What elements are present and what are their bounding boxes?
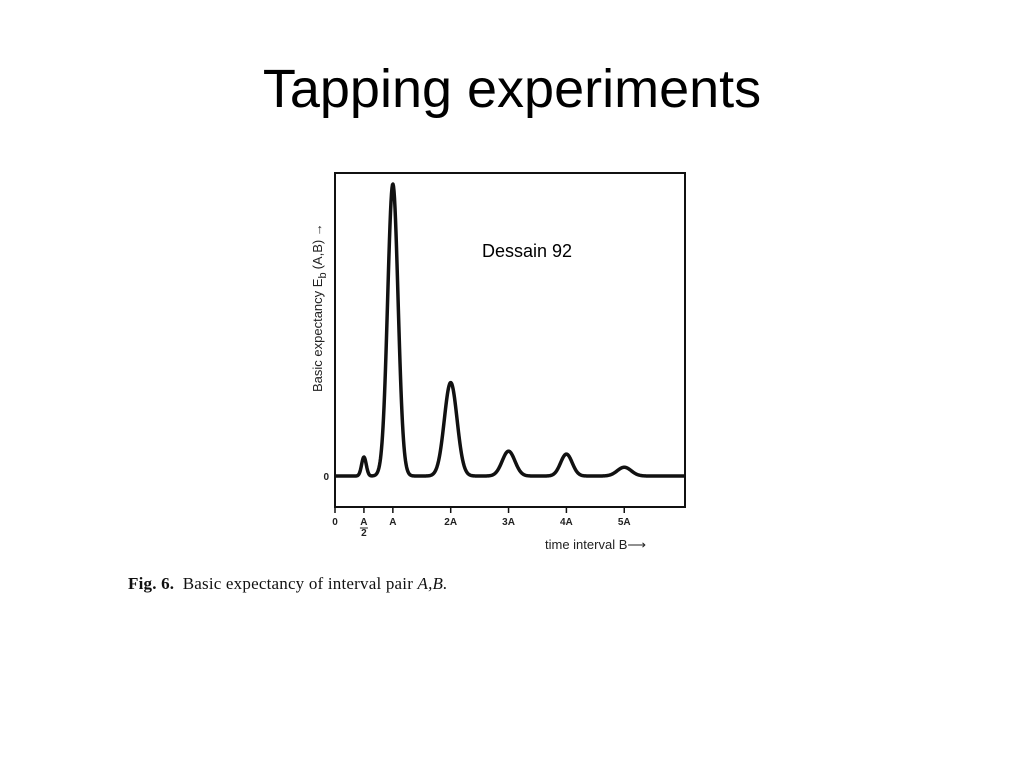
caption-figure-number: Fig. 6.	[128, 574, 175, 593]
y-axis-label: Basic expectancy Eb(A,B) →	[310, 223, 329, 392]
y-tick-label: 0	[323, 472, 329, 483]
citation-annotation: Dessain 92	[482, 241, 573, 261]
x-tick-label: 0	[332, 517, 338, 528]
x-tick-label: 3A	[502, 517, 515, 528]
figure-caption: Fig. 6. Basic expectancy of interval pai…	[128, 574, 448, 594]
x-tick-label: 4A	[560, 517, 573, 528]
y-ticks: 0	[323, 472, 329, 483]
x-tick-label-denominator: 2	[361, 528, 367, 539]
x-ticks: 0 A2A 2A 3A 4A 5A	[332, 507, 631, 539]
x-tick-label: 2A	[444, 517, 457, 528]
expectancy-curve	[333, 182, 687, 478]
caption-text: Basic expectancy of interval pair	[182, 574, 414, 593]
caption-variables: A,B.	[417, 574, 448, 593]
slide-title: Tapping experiments	[262, 59, 762, 119]
x-tick-label: A	[389, 517, 396, 528]
x-tick-label: A	[360, 517, 367, 528]
x-axis-label: time interval B⟶	[545, 537, 646, 552]
x-tick-label: 5A	[618, 517, 631, 528]
